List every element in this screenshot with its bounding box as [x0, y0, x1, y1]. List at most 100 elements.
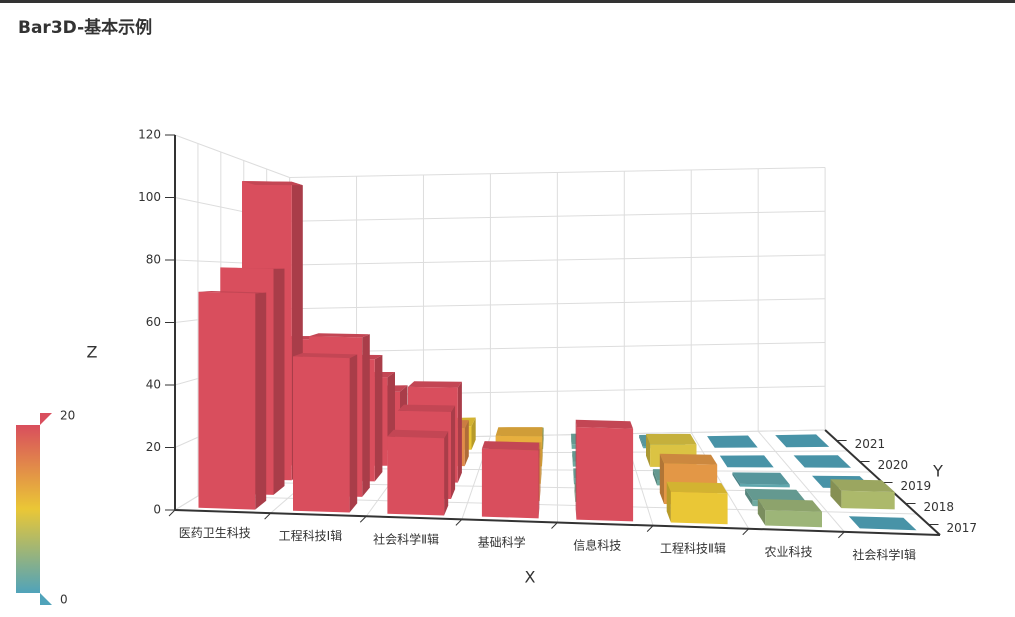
bar-front [740, 483, 790, 488]
bar-side [572, 451, 573, 467]
bar-front [198, 291, 256, 510]
bar-side [745, 488, 753, 507]
x-tick-label: 信息科技 [573, 538, 621, 553]
x-tick-label: 农业科技 [765, 545, 813, 559]
bar-top [575, 419, 634, 429]
bar-side [574, 482, 576, 502]
bar-front [387, 436, 445, 516]
bar-side [543, 427, 544, 450]
bar [387, 429, 449, 516]
bar-top [242, 181, 303, 186]
chart-title: Bar3D-基本示例 [18, 17, 152, 38]
bar-side [539, 448, 541, 502]
bar-top [309, 333, 370, 338]
bar-top [848, 516, 917, 531]
bar-top [198, 291, 267, 294]
bar-side [471, 417, 476, 450]
grid-line [174, 134, 290, 178]
grid-line [690, 432, 750, 530]
bar-top [830, 479, 895, 492]
bar-top [732, 472, 790, 485]
visual-map-bar [16, 425, 40, 593]
y-tick-label: 2018 [924, 500, 955, 514]
z-tick-label: 80 [146, 253, 161, 267]
bar-side [732, 472, 740, 487]
bar-top [757, 499, 822, 512]
x-tick [551, 522, 558, 529]
bar-top [666, 481, 728, 494]
bar [830, 479, 895, 510]
bar-side [538, 442, 540, 519]
bar-side [830, 479, 842, 509]
bar-side [374, 355, 383, 482]
z-tick-label: 60 [146, 315, 161, 329]
bar-side [575, 419, 577, 520]
x-tick-label: 工程科技Ⅰ辑 [279, 528, 343, 543]
x-tick [359, 515, 367, 523]
visual-map-handle [40, 593, 52, 605]
bar [293, 353, 358, 513]
bar-side [573, 468, 574, 485]
bar-side [457, 381, 462, 483]
x-tick [646, 525, 654, 532]
x-tick-label: 基础科学 [478, 534, 526, 549]
bar-front [670, 491, 728, 525]
x-tick-label: 工程科技Ⅱ辑 [660, 541, 726, 556]
bar-side [646, 434, 651, 467]
bar-side [659, 453, 664, 504]
bar-top [745, 488, 806, 502]
bar-side [362, 334, 370, 497]
x-tick [455, 519, 463, 526]
bar-front [481, 448, 539, 519]
bar [481, 441, 540, 519]
bar-side [451, 405, 456, 499]
bar-top [408, 381, 462, 388]
bar-front [765, 510, 822, 528]
bar-top [646, 433, 697, 445]
x-tick [264, 512, 271, 520]
bar-top [775, 434, 830, 448]
y-tick-label: 2017 [947, 521, 978, 535]
bar [848, 516, 917, 531]
bar [719, 455, 774, 468]
bar-top [387, 429, 449, 439]
bar-side [444, 431, 449, 516]
bar-side [639, 435, 644, 449]
bar [793, 455, 851, 468]
bar-side [540, 442, 542, 484]
bar [575, 419, 634, 522]
bar [732, 472, 790, 488]
bar-side [349, 354, 358, 513]
z-tick-label: 20 [146, 440, 161, 454]
bar-side [571, 433, 572, 449]
bar-side [652, 469, 657, 486]
bar-side [666, 481, 671, 523]
bar-side [542, 427, 543, 467]
bar-top [495, 427, 543, 437]
bar-side [255, 292, 267, 510]
y-axis-name: Y [932, 462, 943, 481]
visual-map-max: 20 [60, 409, 75, 423]
bar-top [293, 353, 358, 359]
x-tick-label: 医药卫生科技 [179, 526, 251, 540]
z-tick-label: 120 [138, 128, 161, 142]
bar-front [293, 356, 350, 513]
visual-map-min: 0 [60, 593, 68, 607]
bar-front [576, 427, 634, 522]
y-tick-label: 2020 [878, 458, 909, 472]
x-axis-name: X [525, 568, 536, 587]
bar-top [220, 267, 285, 269]
bar [775, 434, 830, 448]
z-tick-label: 0 [153, 503, 161, 517]
top-border [0, 0, 1015, 3]
x-tick-label: 社会科学Ⅰ辑 [852, 547, 916, 562]
bar-top [793, 455, 851, 468]
x-tick [168, 509, 176, 517]
bar-side [273, 268, 285, 495]
y-tick-label: 2021 [855, 437, 886, 451]
y-tick-label: 2019 [901, 479, 932, 493]
bar-top [719, 455, 774, 468]
bar-side [757, 499, 766, 526]
x-tick-label: 社会科学Ⅱ辑 [373, 531, 439, 546]
